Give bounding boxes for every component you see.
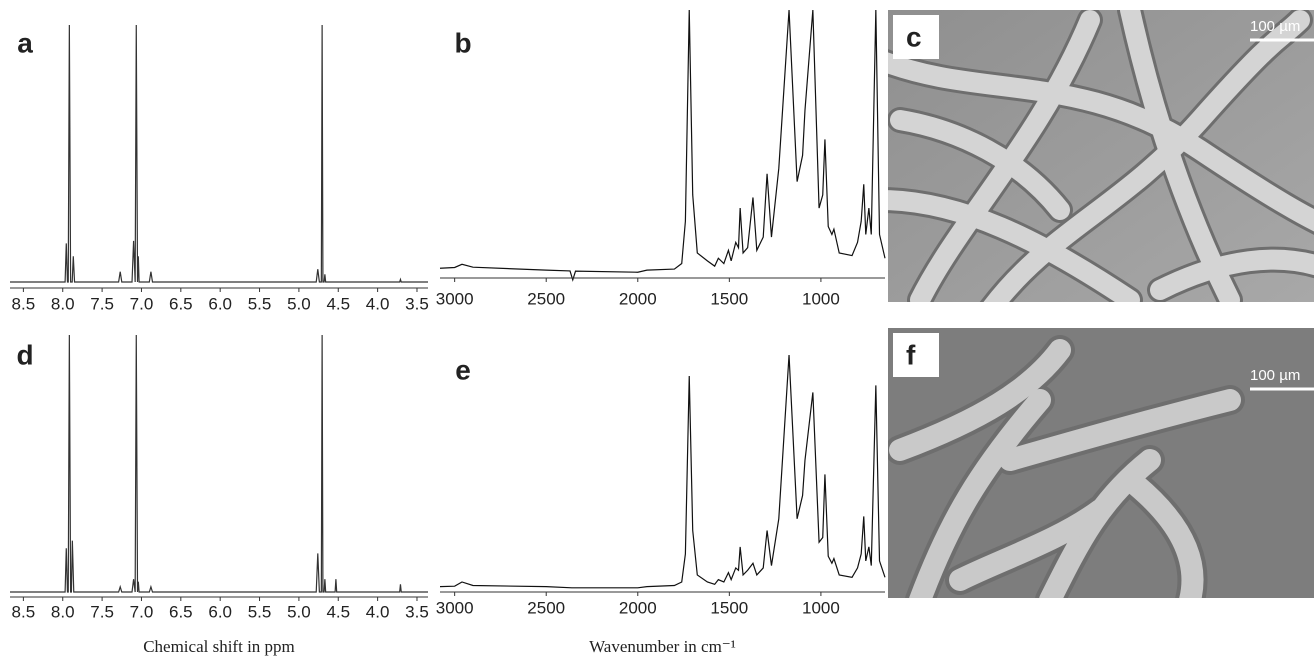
x-tick-label: 5.0 [287,602,311,621]
x-tick-label: 2500 [527,289,565,308]
x-tick-label: 3.5 [405,602,429,621]
spectrum-line [10,24,428,283]
panel-label: a [17,27,33,58]
x-tick-label: 7.0 [130,294,154,313]
x-tick-label: 1000 [802,289,840,308]
x-tick-label: 1500 [710,598,748,617]
x-tick-label: 7.5 [90,294,114,313]
x-tick-label: 8.0 [51,294,75,313]
sem-image-f: f 100 µm [888,328,1314,598]
x-tick-label: 8.5 [12,602,36,621]
x-tick-label: 4.5 [326,294,350,313]
sem-image-c: c 100 µm [888,10,1314,302]
x-tick-label: 4.5 [326,602,350,621]
x-tick-label: 5.0 [287,294,311,313]
panel-label: e [455,354,471,385]
x-tick-label: 1500 [710,289,748,308]
x-tick-label: 3.5 [405,294,429,313]
spectrum-line [439,9,886,282]
x-tick-label: 6.5 [169,602,193,621]
panel-label: d [16,339,33,370]
x-tick-label: 1000 [802,598,840,617]
x-axis-label: Wavenumber in cm⁻¹ [589,637,736,656]
x-tick-label: 6.5 [169,294,193,313]
spectrum-line [439,354,886,589]
x-tick-label: 4.0 [366,294,390,313]
x-tick-label: 4.0 [366,602,390,621]
x-tick-label: 7.0 [130,602,154,621]
x-tick-label: 3000 [436,598,474,617]
scale-bar-label: 100 µm [1250,18,1300,35]
x-tick-label: 5.5 [248,602,272,621]
x-tick-label: 6.0 [208,602,232,621]
x-tick-label: 2000 [619,289,657,308]
scale-bar-label: 100 µm [1250,367,1300,384]
x-tick-label: 2500 [527,598,565,617]
panel-label: f [906,339,916,370]
x-tick-label: 6.0 [208,294,232,313]
x-tick-label: 5.5 [248,294,272,313]
x-tick-label: 3000 [436,289,474,308]
x-tick-label: 8.0 [51,602,75,621]
x-axis-label: Chemical shift in ppm [143,637,295,656]
spectrum-line [10,334,428,593]
panel-label: b [454,27,471,58]
x-tick-label: 7.5 [90,602,114,621]
x-tick-label: 2000 [619,598,657,617]
panel-label: c [906,21,922,52]
x-tick-label: 8.5 [12,294,36,313]
